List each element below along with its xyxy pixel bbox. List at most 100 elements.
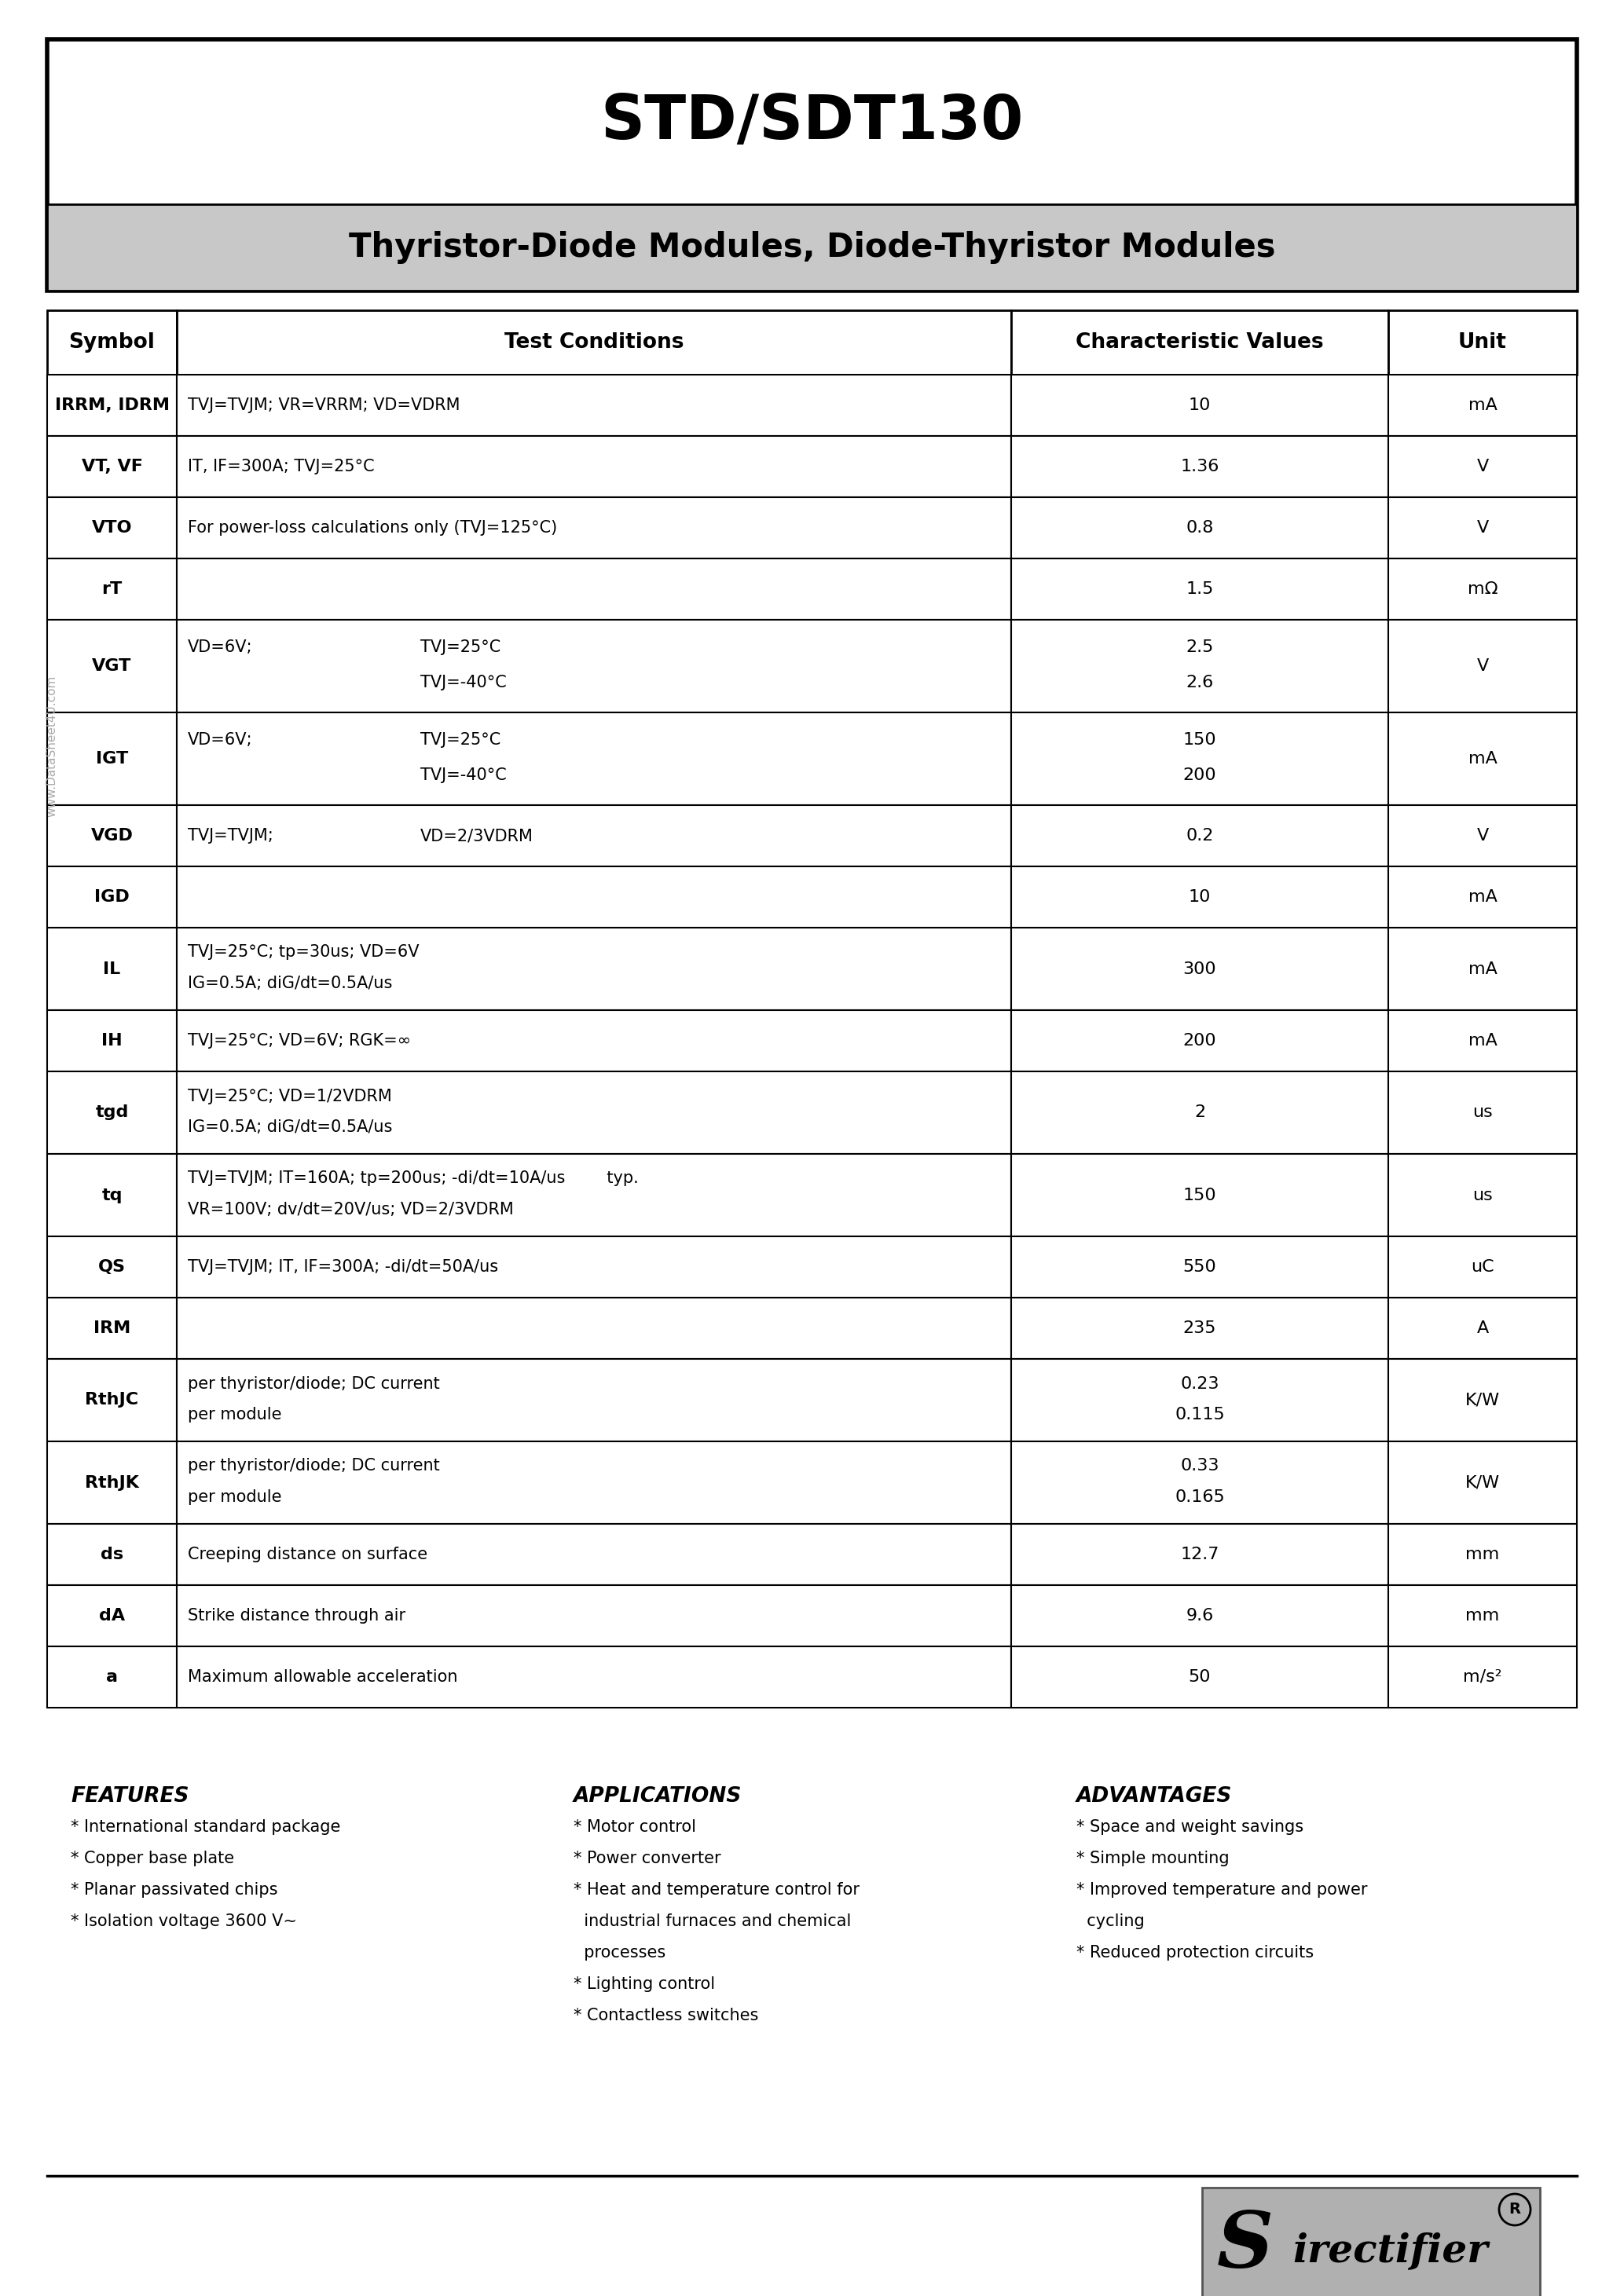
Text: per module: per module [188, 1407, 281, 1424]
Bar [1012, 1297, 1389, 1359]
Text: TVJ=25°C; VD=6V; RGK=∞: TVJ=25°C; VD=6V; RGK=∞ [188, 1033, 411, 1049]
Text: 0.115: 0.115 [1174, 1407, 1224, 1424]
Bar [1389, 1155, 1577, 1235]
Text: irectifier: irectifier [1293, 2232, 1488, 2271]
Text: VGT: VGT [93, 659, 132, 675]
Text: * Improved temperature and power: * Improved temperature and power [1077, 1883, 1367, 1896]
Text: * International standard package: * International standard package [71, 1818, 341, 1835]
Bar [1389, 620, 1577, 712]
Bar [1012, 1646, 1389, 1708]
Text: IGD: IGD [94, 889, 130, 905]
Bar [47, 1235, 177, 1297]
Bar [1012, 1359, 1389, 1442]
Text: m/s²: m/s² [1463, 1669, 1502, 1685]
Text: Test Conditions: Test Conditions [503, 333, 684, 354]
Bar [177, 620, 1012, 712]
Bar [47, 374, 177, 436]
Bar [47, 1359, 177, 1442]
Bar [47, 1010, 177, 1072]
Bar [47, 436, 177, 498]
Text: 10: 10 [1189, 397, 1212, 413]
Text: 0.8: 0.8 [1186, 519, 1213, 535]
Bar [1012, 1442, 1389, 1525]
Text: Symbol: Symbol [68, 333, 156, 354]
Text: per module: per module [188, 1490, 281, 1506]
Bar [1012, 620, 1389, 712]
Bar [177, 374, 1012, 436]
Text: * Motor control: * Motor control [573, 1818, 697, 1835]
Bar [1389, 436, 1577, 498]
Text: us: us [1473, 1187, 1492, 1203]
Text: IG=0.5A; diG/dt=0.5A/us: IG=0.5A; diG/dt=0.5A/us [188, 976, 393, 992]
Text: K/W: K/W [1465, 1474, 1501, 1490]
Text: Characteristic Values: Characteristic Values [1075, 333, 1324, 354]
Text: VR=100V; dv/dt=20V/us; VD=2/3VDRM: VR=100V; dv/dt=20V/us; VD=2/3VDRM [188, 1203, 513, 1217]
Bar [1389, 712, 1577, 806]
Bar [177, 1646, 1012, 1708]
Text: * Heat and temperature control for: * Heat and temperature control for [573, 1883, 859, 1896]
Bar [1012, 558, 1389, 620]
Text: V: V [1476, 519, 1489, 535]
Text: 0.2: 0.2 [1186, 829, 1213, 843]
Text: Unit: Unit [1458, 333, 1507, 354]
Text: TVJ=TVJM; IT, IF=300A; -di/dt=50A/us: TVJ=TVJM; IT, IF=300A; -di/dt=50A/us [188, 1258, 499, 1274]
Bar [1389, 1525, 1577, 1584]
Text: * Contactless switches: * Contactless switches [573, 2007, 758, 2023]
Bar [1012, 498, 1389, 558]
Bar [1012, 1155, 1389, 1235]
Text: * Copper base plate: * Copper base plate [71, 1851, 234, 1867]
Bar [1389, 498, 1577, 558]
Text: per thyristor/diode; DC current: per thyristor/diode; DC current [188, 1375, 440, 1391]
Text: tq: tq [102, 1187, 122, 1203]
Text: * Lighting control: * Lighting control [573, 1977, 715, 1993]
Text: TVJ=TVJM; IT=160A; tp=200us; -di/dt=10A/us        typ.: TVJ=TVJM; IT=160A; tp=200us; -di/dt=10A/… [188, 1171, 638, 1187]
Text: 200: 200 [1182, 1033, 1216, 1049]
Bar [1012, 866, 1389, 928]
Text: mm: mm [1465, 1607, 1499, 1623]
Text: V: V [1476, 829, 1489, 843]
Text: IRM: IRM [94, 1320, 130, 1336]
Text: 2.5: 2.5 [1186, 641, 1213, 654]
Bar [177, 1442, 1012, 1525]
Bar [1012, 310, 1389, 374]
Text: IGT: IGT [96, 751, 128, 767]
Bar [177, 558, 1012, 620]
Text: RthJC: RthJC [84, 1391, 138, 1407]
Text: Thyristor-Diode Modules, Diode-Thyristor Modules: Thyristor-Diode Modules, Diode-Thyristor… [349, 232, 1275, 264]
Text: mΩ: mΩ [1468, 581, 1497, 597]
Bar [1012, 1072, 1389, 1155]
Text: TVJ=25°C: TVJ=25°C [421, 641, 500, 654]
Text: R: R [1509, 2202, 1520, 2218]
Text: K/W: K/W [1465, 1391, 1501, 1407]
Bar [1012, 806, 1389, 866]
Text: VD=2/3VDRM: VD=2/3VDRM [421, 829, 533, 843]
Bar [47, 1297, 177, 1359]
Bar [47, 806, 177, 866]
Text: TVJ=TVJM; VR=VRRM; VD=VDRM: TVJ=TVJM; VR=VRRM; VD=VDRM [188, 397, 460, 413]
Bar [1012, 1235, 1389, 1297]
Text: For power-loss calculations only (TVJ=125°C): For power-loss calculations only (TVJ=12… [188, 519, 557, 535]
Bar [47, 1072, 177, 1155]
Text: 300: 300 [1182, 962, 1216, 976]
Text: ADVANTAGES: ADVANTAGES [1077, 1786, 1233, 1807]
Text: 0.165: 0.165 [1174, 1490, 1224, 1506]
Text: rT: rT [102, 581, 122, 597]
Text: * Power converter: * Power converter [573, 1851, 721, 1867]
Text: A: A [1476, 1320, 1489, 1336]
Text: STD/SDT130: STD/SDT130 [601, 92, 1023, 152]
Text: 235: 235 [1182, 1320, 1216, 1336]
Text: 200: 200 [1182, 767, 1216, 783]
Text: a: a [106, 1669, 119, 1685]
Bar [47, 1442, 177, 1525]
Text: 2.6: 2.6 [1186, 675, 1213, 691]
Text: industrial furnaces and chemical: industrial furnaces and chemical [573, 1913, 851, 1929]
Text: VD=6V;: VD=6V; [188, 732, 253, 748]
Text: uC: uC [1471, 1258, 1494, 1274]
Text: * Space and weight savings: * Space and weight savings [1077, 1818, 1304, 1835]
Bar [47, 620, 177, 712]
Bar [1389, 866, 1577, 928]
Text: QS: QS [97, 1258, 125, 1274]
Bar [47, 928, 177, 1010]
Bar [1389, 928, 1577, 1010]
Text: V: V [1476, 659, 1489, 675]
